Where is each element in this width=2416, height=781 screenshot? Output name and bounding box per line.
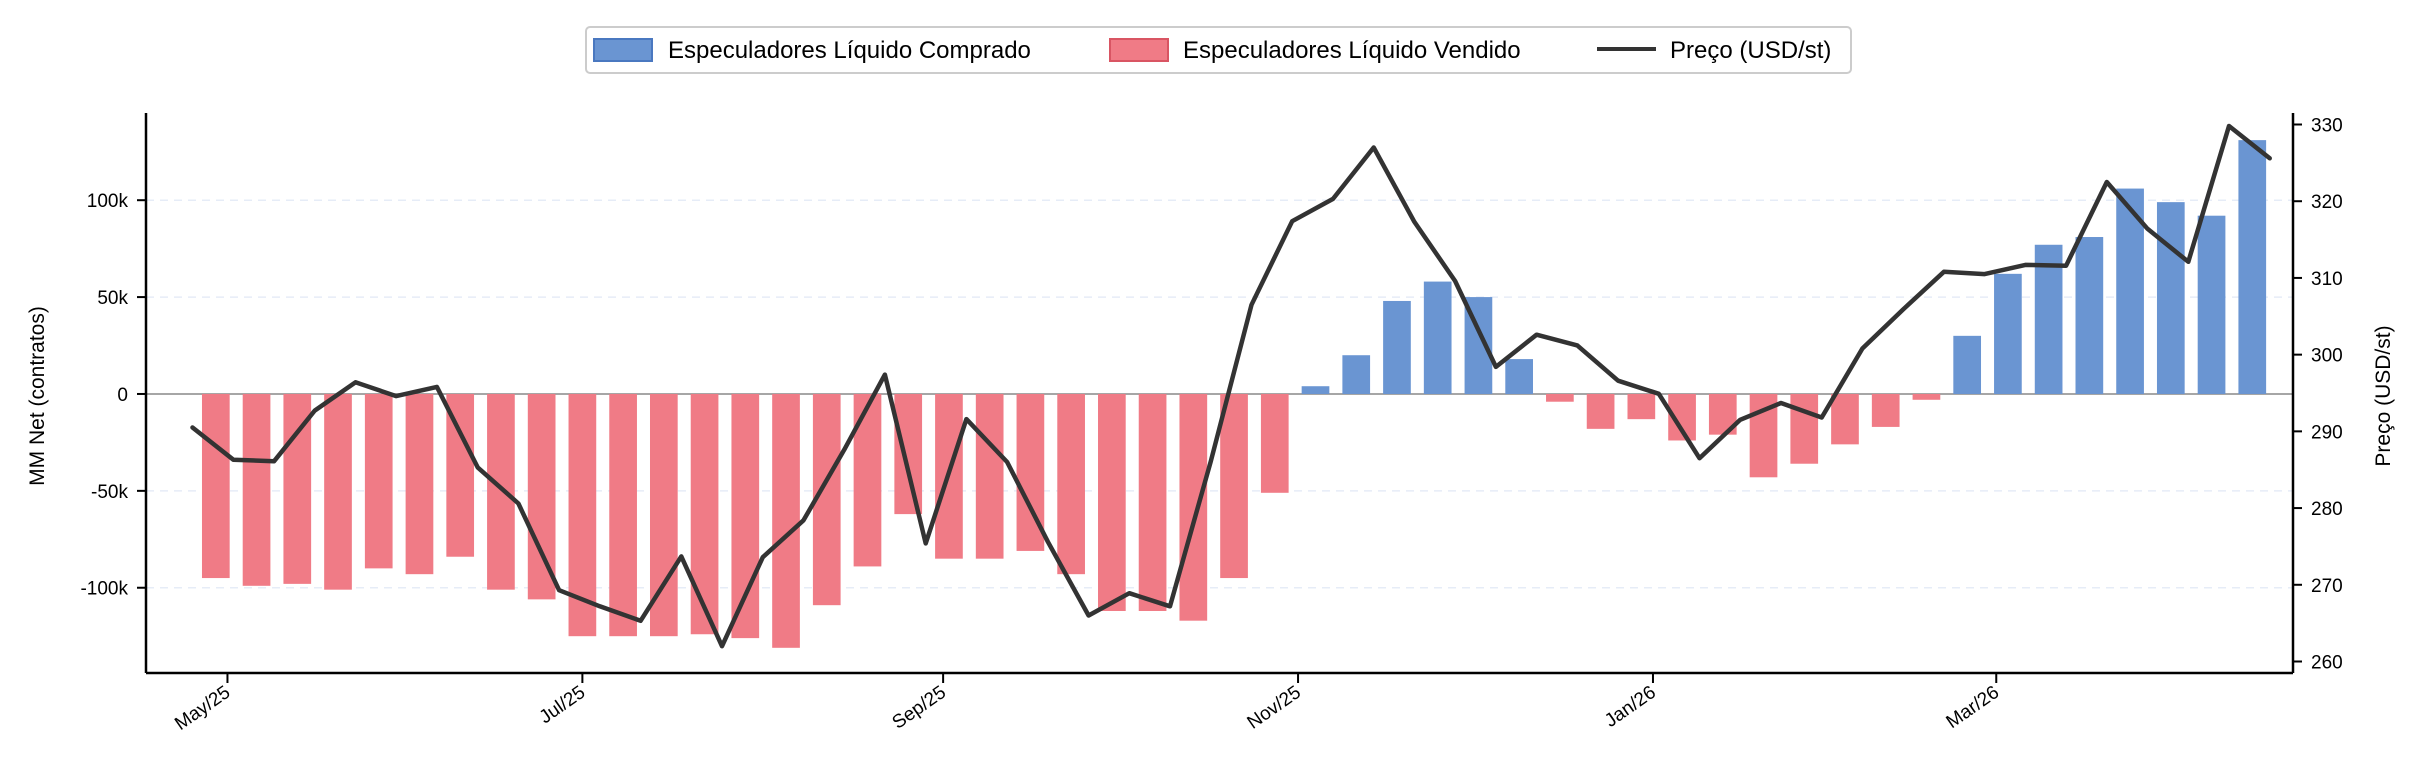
bar-long <box>1383 300 1411 394</box>
bar-long <box>2156 202 2185 394</box>
bar-long <box>1505 359 1533 394</box>
bar-short <box>1790 393 1819 464</box>
left-axis-title: MM Net (contratos) <box>26 306 49 486</box>
legend-swatch-short <box>1109 38 1169 62</box>
bar-long <box>1342 355 1371 394</box>
bars <box>201 140 2267 648</box>
bar-short <box>1260 393 1289 493</box>
right-tick-label: 270 <box>2311 576 2343 597</box>
left-tick-label: 100k <box>87 191 129 212</box>
left-tick-label: -100k <box>80 579 128 600</box>
price-line <box>190 123 2272 649</box>
bar-short <box>1138 393 1167 611</box>
bar-short <box>1546 393 1574 402</box>
left-axis-ticks: -100k -50k 0 50k 100k <box>80 191 146 600</box>
bar-short <box>364 393 393 569</box>
right-tick-label: 330 <box>2311 116 2343 137</box>
legend-label-price: Preço (USD/st) <box>1670 37 1831 64</box>
right-tick-label: 290 <box>2311 422 2343 443</box>
legend: Especuladores Líquido Comprado Especulad… <box>585 26 1852 74</box>
right-tick-label: 300 <box>2311 346 2343 367</box>
bar-short <box>201 393 230 579</box>
x-tick-label: May/25 <box>171 682 234 735</box>
bar-short <box>772 393 800 648</box>
right-tick-label: 260 <box>2311 652 2343 673</box>
bar-short <box>405 393 434 575</box>
bar-short <box>446 393 475 557</box>
bar-short <box>1057 393 1085 575</box>
x-axis-ticks: May/25 Jul/25 Sep/25 Nov/25 Jan/26 Mar/26 <box>171 673 2003 735</box>
bar-long <box>1423 281 1452 394</box>
right-tick-label: 280 <box>2311 499 2343 520</box>
bar-short <box>1220 393 1248 579</box>
bar-short <box>324 393 352 590</box>
bar-short <box>731 393 760 639</box>
x-tick-label: Mar/26 <box>1943 682 2003 733</box>
bar-long <box>1301 386 1330 394</box>
legend-frame <box>585 26 1852 74</box>
bar-short <box>527 393 556 600</box>
bar-short <box>1098 393 1126 611</box>
x-tick-label: Nov/25 <box>1244 682 1305 734</box>
left-tick-label: 50k <box>97 288 128 309</box>
right-tick-label: 310 <box>2311 269 2343 290</box>
bar-long <box>1953 335 1982 394</box>
bar-short <box>853 393 882 567</box>
bar-short <box>242 393 271 586</box>
legend-swatch-long <box>593 38 653 62</box>
bar-short <box>690 393 719 635</box>
legend-label-long: Especuladores Líquido Comprado <box>668 37 1031 64</box>
right-axis-title: Preço (USD/st) <box>2372 325 2395 466</box>
bar-long <box>1994 273 2022 394</box>
left-tick-label: 0 <box>117 385 128 406</box>
bar-short <box>283 393 312 584</box>
left-tick-label: -50k <box>91 482 128 503</box>
bar-short <box>1871 393 1900 427</box>
bar-long <box>2197 215 2226 394</box>
bar-short <box>487 393 515 590</box>
bar-short <box>1831 393 1859 445</box>
bar-long <box>2075 237 2104 394</box>
x-tick-label: Jan/26 <box>1601 682 1660 732</box>
right-tick-label: 320 <box>2311 192 2343 213</box>
right-axis-ticks: 260 270 280 290 300 310 320 330 <box>2293 116 2343 673</box>
legend-label-short: Especuladores Líquido Vendido <box>1183 37 1521 64</box>
x-tick-label: Sep/25 <box>889 682 950 734</box>
bar-short <box>609 393 637 637</box>
bar-short <box>1586 393 1615 429</box>
bar-short <box>1627 393 1656 420</box>
bar-short <box>975 393 1004 559</box>
bar-short <box>894 393 923 515</box>
x-tick-label: Jul/25 <box>536 682 590 728</box>
bar-long <box>2034 244 2063 394</box>
bar-long <box>2238 140 2267 394</box>
bar-short <box>1912 393 1941 400</box>
bar-short <box>1179 393 1208 621</box>
